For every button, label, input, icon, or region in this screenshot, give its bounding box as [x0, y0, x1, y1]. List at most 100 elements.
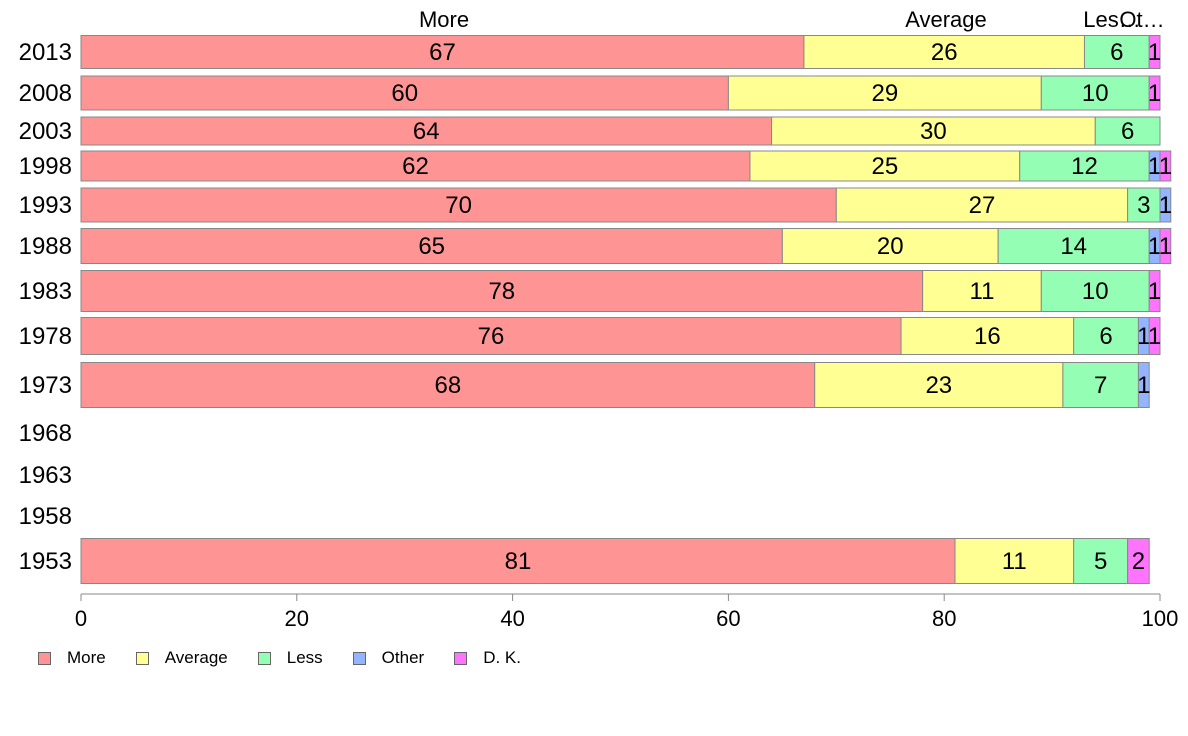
x-tick-label: 40: [500, 606, 524, 631]
year-label-1983: 1983: [19, 278, 72, 305]
bar-2008-average: [727, 75, 1042, 111]
legend-swatch: [352, 651, 366, 665]
bar-2008-dk: [1148, 75, 1161, 111]
data-label-2008-less: 10: [1082, 80, 1109, 107]
bar-2013-dk: [1148, 35, 1161, 69]
data-label-1988-more: 65: [418, 233, 445, 260]
data-label-1993-other: 1: [1159, 192, 1172, 219]
data-label-2008-dk: 1: [1148, 80, 1161, 107]
data-label-1993-more: 70: [445, 192, 472, 219]
data-label-1983-dk: 1: [1148, 278, 1161, 305]
year-label-2013: 2013: [19, 39, 72, 66]
top-label-3: Ot…: [1119, 7, 1164, 32]
data-label-2008-average: 29: [872, 80, 899, 107]
bar-1983-more: [80, 270, 924, 312]
bar-2008-less: [1040, 75, 1150, 111]
year-label-1973: 1973: [19, 372, 72, 399]
bar-1988-average: [781, 228, 999, 264]
legend-label: D. K.: [483, 648, 521, 667]
data-label-1978-average: 16: [974, 323, 1001, 350]
data-label-1973-more: 68: [435, 372, 462, 399]
data-label-1998-average: 25: [872, 153, 899, 180]
x-tick-label: 0: [75, 606, 87, 631]
bar-1983-dk: [1148, 270, 1161, 312]
legend-item: D. K.: [454, 648, 521, 668]
legend-swatch: [38, 651, 51, 665]
bar-1973-average: [814, 362, 1064, 408]
bar-1998-less: [1019, 150, 1150, 182]
data-label-1988-average: 20: [877, 233, 904, 260]
bar-1988-more: [80, 228, 783, 264]
data-label-1998-dk: 1: [1159, 153, 1172, 180]
top-label-0: More: [419, 7, 469, 32]
year-label-1953: 1953: [19, 548, 72, 575]
data-label-2013-average: 26: [931, 39, 958, 66]
data-label-1973-less: 7: [1094, 372, 1107, 399]
bar-1953-average: [954, 538, 1075, 584]
legend-swatch: [454, 651, 468, 665]
bar-1998-dk: [1159, 150, 1172, 182]
data-label-1998-less: 12: [1071, 153, 1098, 180]
bar-1978-dk: [1148, 317, 1161, 355]
data-label-1978-less: 6: [1099, 323, 1112, 350]
bar-1983-average: [922, 270, 1042, 312]
x-axis: 0 20 40 60 80 100: [75, 593, 1179, 631]
data-label-2003-less: 6: [1121, 118, 1134, 145]
legend-item: Less: [257, 648, 323, 668]
year-label-1993: 1993: [19, 192, 72, 219]
data-label-1953-less: 5: [1094, 548, 1107, 575]
bar-1978-average: [900, 317, 1075, 355]
legend-label: More: [67, 648, 106, 667]
data-label-1993-less: 3: [1137, 192, 1150, 219]
data-label-1983-less: 10: [1082, 278, 1109, 305]
bar-2003-average: [771, 116, 1096, 146]
legend-item: Average: [135, 648, 228, 668]
legend-label: Average: [164, 648, 228, 667]
legend-swatch: [135, 651, 149, 665]
data-label-1993-average: 27: [969, 192, 996, 219]
bar-1993-other: [1159, 187, 1172, 223]
data-label-1988-less: 14: [1060, 233, 1087, 260]
data-label-1978-other: 1: [1137, 323, 1150, 350]
top-label-2: Les…: [1083, 7, 1140, 32]
bar-1988-less: [997, 228, 1150, 264]
bar-1988-dk: [1159, 228, 1172, 264]
top-series-labels: More Average Les…Ot…: [419, 7, 1165, 32]
bar-1983-less: [1040, 270, 1150, 312]
bar-1998-average: [749, 150, 1021, 182]
data-label-1998-other: 1: [1148, 153, 1161, 180]
year-label-1988: 1988: [19, 233, 72, 260]
legend-label: Other: [381, 648, 425, 667]
legend-swatch: [257, 651, 271, 665]
year-label-2008: 2008: [19, 80, 72, 107]
bar-1993-more: [80, 187, 837, 223]
year-label-1958: 1958: [19, 503, 72, 530]
data-label-2013-less: 6: [1110, 39, 1123, 66]
bar-2013-more: [80, 35, 805, 69]
data-label-1983-more: 78: [488, 278, 515, 305]
data-label-2013-dk: 1: [1148, 39, 1161, 66]
top-label-1: Average: [905, 7, 987, 32]
data-label-1973-average: 23: [925, 372, 952, 399]
year-label-2003: 2003: [19, 118, 72, 145]
data-label-1953-more: 81: [505, 548, 532, 575]
x-tick-label: 80: [932, 606, 956, 631]
data-label-1953-dk: 2: [1132, 548, 1145, 575]
data-label-2008-more: 60: [391, 80, 418, 107]
x-tick-label: 100: [1142, 606, 1179, 631]
bar-1953-dk: [1127, 538, 1150, 584]
legend: More Average Less Other D. K.: [38, 648, 551, 668]
year-labels: 2013 2008 2003 1998 1993 1988 1983 1978 1973 1968…: [19, 39, 72, 575]
data-label-1973-other: 1: [1137, 372, 1150, 399]
x-tick-label: 60: [716, 606, 740, 631]
bar-1978-more: [80, 317, 902, 355]
data-label-1983-average: 11: [970, 278, 995, 305]
bar-2003-less: [1094, 116, 1161, 146]
legend-label: Less: [286, 648, 323, 667]
bar-1953-more: [80, 538, 956, 584]
bar-2013-less: [1083, 35, 1150, 69]
data-label-1953-average: 11: [1002, 548, 1027, 575]
data-label-2003-average: 30: [920, 118, 947, 145]
